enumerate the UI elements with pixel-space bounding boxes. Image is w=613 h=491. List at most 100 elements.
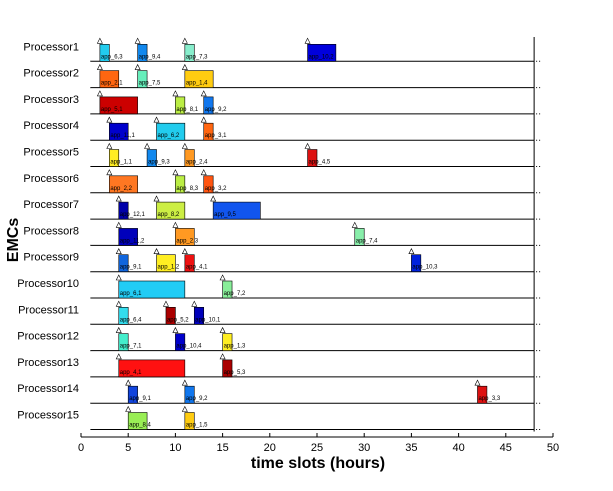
- release-marker: [106, 142, 113, 149]
- processor-label: Processor6: [23, 173, 79, 185]
- release-marker: [106, 116, 113, 123]
- task-bar: [184, 149, 195, 167]
- task-label: app_2,2: [110, 186, 132, 192]
- task-label: app_7,3: [186, 54, 208, 60]
- task-label: app_1,1: [110, 160, 132, 166]
- task-label: app_11,1: [110, 133, 135, 139]
- task-label: app_7,1: [120, 344, 142, 350]
- task-bar: [184, 43, 195, 62]
- task-label: app_8,1: [176, 107, 198, 113]
- release-marker: [144, 142, 151, 149]
- task-label: app_3,1: [205, 133, 227, 139]
- task-label: app_9,2: [205, 107, 227, 113]
- task-label: app_6,2: [158, 133, 180, 139]
- task-bar: [156, 122, 186, 141]
- processor-row: Processor11 app_6,4 app_5,2 app_10,1: [18, 300, 543, 325]
- task-label: app_10,3: [412, 265, 438, 271]
- task-bar: [184, 385, 195, 404]
- task-bar: [184, 254, 195, 272]
- task-bar: [222, 280, 233, 299]
- release-marker: [125, 379, 132, 386]
- release-marker: [181, 63, 188, 70]
- task-bar: [118, 333, 129, 351]
- x-tick-label: 45: [500, 442, 512, 454]
- task-label: app_5,3: [224, 370, 246, 376]
- release-marker: [134, 63, 141, 70]
- task-label: app_9,1: [129, 396, 151, 402]
- processor-label: Processor10: [17, 278, 79, 290]
- task-label: app_8,3: [176, 186, 198, 192]
- x-tick-label: 30: [358, 442, 370, 454]
- task-label: app_10,2: [309, 54, 335, 60]
- release-marker: [181, 248, 188, 254]
- processor-label: Processor14: [17, 383, 79, 395]
- processor-label: Processor12: [17, 331, 79, 343]
- x-tick-label: 40: [452, 442, 464, 454]
- release-marker: [181, 37, 188, 44]
- task-bar: [175, 96, 186, 115]
- task-bar: [118, 280, 186, 299]
- task-label: app_1,3: [224, 344, 246, 350]
- x-tick-label: 35: [405, 442, 417, 454]
- processor-label: Processor5: [23, 147, 79, 159]
- release-marker: [153, 116, 160, 123]
- processor-row: Processor14 app_9,1 app_9,2 app_3,3: [17, 379, 543, 404]
- task-label: app_4,1: [120, 370, 142, 376]
- task-bar: [354, 228, 365, 246]
- release-marker: [153, 195, 160, 202]
- processor-row: Processor1 app_6,3 app_9,4 app_7,3 app_10,2: [23, 37, 543, 62]
- x-tick-label: 50: [547, 442, 559, 454]
- task-bar: [307, 43, 337, 62]
- x-tick-label: 15: [216, 442, 228, 454]
- task-bar: [99, 70, 120, 88]
- release-marker: [134, 37, 141, 44]
- task-bar: [203, 122, 214, 141]
- release-marker: [106, 169, 113, 176]
- release-marker: [200, 169, 207, 176]
- processor-label: Processor8: [23, 225, 79, 237]
- processor-label: Processor7: [23, 199, 79, 211]
- processor-label: Processor11: [18, 304, 79, 316]
- processor-label: Processor3: [23, 94, 79, 106]
- processor-row: Processor8 app_11,2 app_2,3 app_7,4: [23, 221, 543, 246]
- task-bar: [118, 306, 129, 325]
- release-marker: [172, 221, 179, 228]
- processor-row: Processor9 app_9,1 app_1,2 app_4,1 app_10,3: [23, 248, 543, 273]
- task-bar: [99, 43, 110, 62]
- task-label: app_1,4: [186, 81, 208, 87]
- task-bar: [118, 228, 138, 246]
- x-tick-label: 0: [78, 442, 84, 454]
- task-bar: [222, 333, 233, 351]
- task-label: app_6,4: [120, 317, 142, 323]
- release-marker: [115, 353, 122, 360]
- release-marker: [115, 300, 122, 307]
- x-tick-label: 10: [169, 442, 181, 454]
- task-label: app_5,1: [101, 107, 123, 113]
- task-label: app_7,2: [224, 291, 246, 297]
- task-bar: [109, 122, 129, 141]
- task-bar: [411, 254, 422, 272]
- release-marker: [115, 195, 122, 202]
- task-label: app_1,2: [158, 265, 180, 271]
- release-marker: [304, 142, 311, 149]
- task-label: app_5,2: [167, 317, 189, 323]
- task-label: app_9,5: [214, 212, 236, 218]
- task-label: app_4,1: [186, 265, 208, 271]
- task-bar: [307, 149, 318, 167]
- processor-row: Processor13 app_4,1 app_5,3: [17, 353, 543, 378]
- release-marker: [191, 300, 198, 307]
- processor-row: Processor6 app_2,2 app_8,3 app_3,2: [23, 169, 543, 194]
- release-marker: [153, 248, 160, 254]
- task-label: app_10,1: [195, 317, 221, 323]
- task-label: app_7,5: [139, 81, 161, 87]
- release-marker: [200, 90, 207, 97]
- release-marker: [162, 300, 169, 307]
- processor-row: Processor2 app_2,1 app_7,5 app_1,4: [23, 63, 543, 89]
- processor-label: Processor4: [23, 120, 79, 132]
- task-label: app_8,4: [129, 423, 151, 429]
- release-marker: [181, 142, 188, 149]
- release-marker: [304, 37, 311, 44]
- y-axis-label: EMCs: [5, 218, 22, 263]
- release-marker: [219, 274, 226, 281]
